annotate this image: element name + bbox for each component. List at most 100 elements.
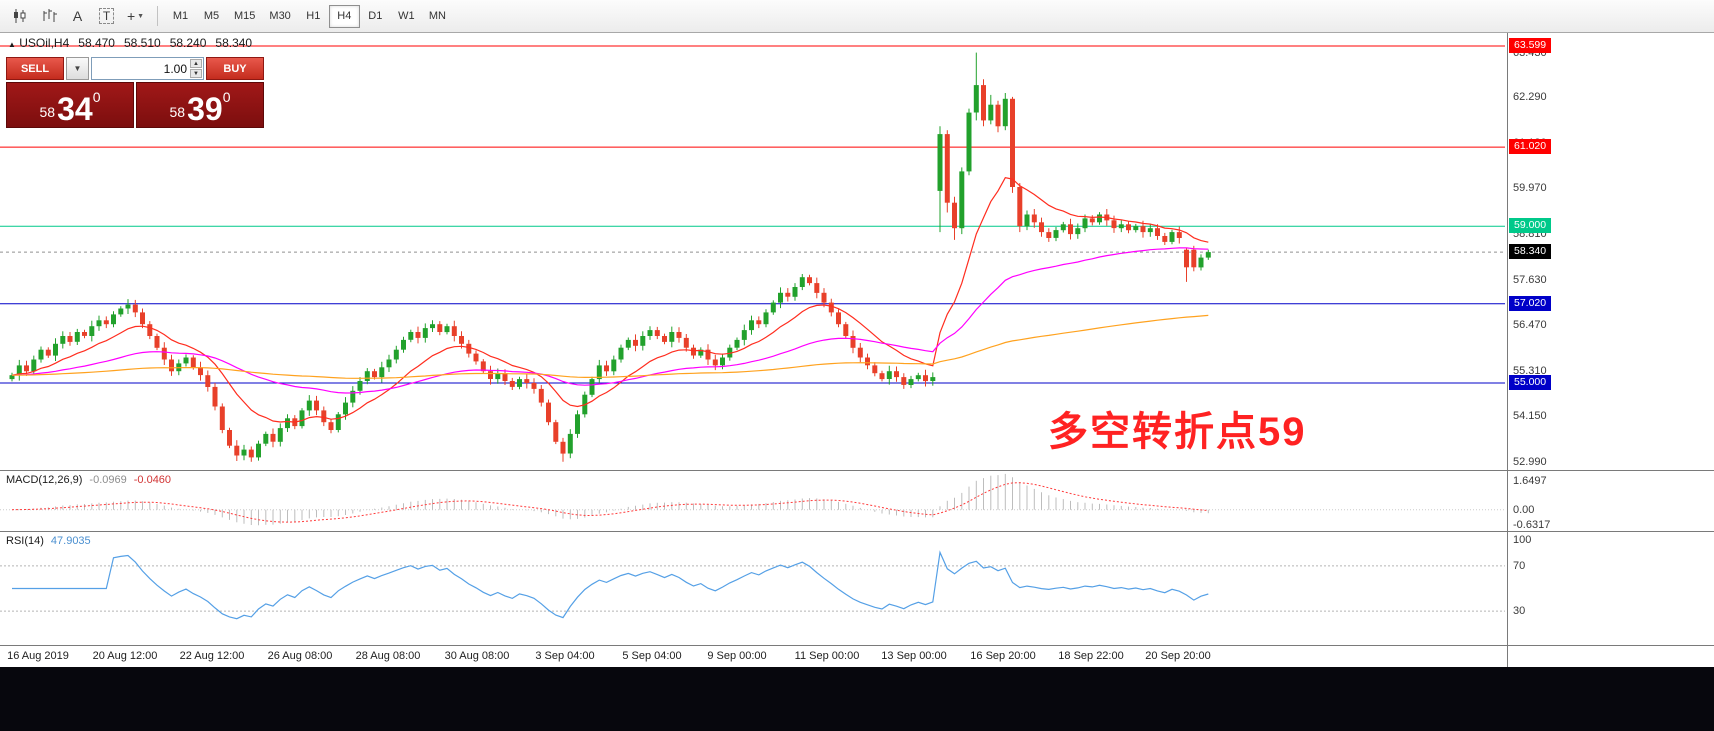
timeframe-button-h4[interactable]: H4	[328, 4, 360, 28]
candlestick-chart-icon[interactable]	[6, 4, 33, 29]
one-click-trading-widget: SELL ▼ ▲ ▼ BUY 58 34 0 58	[6, 57, 264, 128]
letter-t-glyph: T	[98, 8, 115, 24]
timeframe-button-d1[interactable]: D1	[360, 5, 391, 28]
time-axis-label: 26 Aug 08:00	[267, 650, 333, 662]
time-axis-label: 22 Aug 12:00	[179, 650, 245, 662]
indicator-axis-label: 1.6497	[1513, 475, 1547, 487]
indicator-axis-label: -0.6317	[1513, 519, 1551, 531]
text-annotation-icon[interactable]: A	[64, 4, 91, 29]
price-axis-label: 57.630	[1513, 273, 1547, 286]
macd-signal-value: -0.0460	[133, 474, 172, 486]
time-axis-label: 28 Aug 08:00	[355, 650, 421, 662]
macd-main-value: -0.0969	[89, 474, 127, 486]
price-axis-label: 59.970	[1513, 182, 1547, 195]
window-footer	[0, 667, 1714, 731]
toolbar: A T + ▼ M1 M5 M15 M30 H1 H4 D1 W1 MN	[0, 0, 1714, 33]
price-line-label: 63.599	[1509, 37, 1552, 53]
price-line-label: 55.000	[1509, 374, 1552, 390]
ohlc-high: 58.510	[123, 36, 161, 50]
time-axis-label: 30 Aug 08:00	[444, 650, 510, 662]
timeframe-button-m5[interactable]: M5	[196, 5, 227, 28]
current-price-label: 58.340	[1509, 244, 1552, 260]
time-axis-label: 3 Sep 04:00	[535, 650, 595, 662]
time-axis-label: 16 Aug 2019	[7, 650, 69, 662]
main-chart-panel: ▲ USOil,H4 58.470 58.510 58.240 58.340 S…	[0, 33, 1714, 470]
ohlc-low: 58.240	[169, 36, 207, 50]
time-axis-label: 5 Sep 04:00	[622, 650, 682, 662]
rsi-panel: RSI(14) 47.9035 100 70 30	[0, 531, 1714, 645]
volume-input-wrap: ▲ ▼	[91, 57, 204, 80]
timeframe-button-m30[interactable]: M30	[262, 5, 297, 28]
buy-button[interactable]: BUY	[206, 57, 264, 80]
timeframe-button-m15[interactable]: M15	[227, 5, 262, 28]
price-scale-separator	[1507, 33, 1508, 667]
chevron-down-icon: ▼	[137, 12, 145, 20]
rsi-name: RSI(14)	[6, 535, 44, 547]
price-line-label: 61.020	[1509, 139, 1552, 155]
timeframe-button-h1[interactable]: H1	[298, 5, 329, 28]
macd-name: MACD(12,26,9)	[6, 474, 83, 486]
letter-a-glyph: A	[72, 8, 83, 24]
buy-price-pips: 39	[187, 90, 223, 127]
indicator-axis-label: 0.00	[1513, 503, 1535, 516]
indicator-axis-label: 70	[1513, 559, 1526, 572]
rsi-value: 47.9035	[50, 535, 91, 547]
rsi-label: RSI(14) 47.9035	[6, 535, 91, 547]
macd-label: MACD(12,26,9) -0.0969 -0.0460	[6, 474, 171, 486]
volume-dropdown-button[interactable]: ▼	[66, 57, 89, 80]
symbol-marker-icon: ▲	[8, 40, 16, 49]
rsi-canvas[interactable]	[0, 532, 1714, 645]
sell-price-sup: 0	[92, 89, 101, 105]
price-chart-canvas[interactable]	[0, 33, 1714, 470]
bar-chart-icon[interactable]	[35, 4, 62, 29]
price-axis-label: 54.150	[1513, 410, 1547, 423]
symbol-title: ▲ USOil,H4	[8, 36, 69, 50]
buy-price-display[interactable]: 58 39 0	[136, 82, 264, 128]
toolbar-separator	[157, 6, 158, 26]
volume-spinners: ▲ ▼	[190, 59, 202, 78]
sell-price-display[interactable]: 58 34 0	[6, 82, 134, 128]
volume-input[interactable]	[91, 57, 204, 80]
macd-canvas[interactable]	[0, 471, 1714, 531]
price-line-label: 59.000	[1509, 218, 1552, 234]
bar-chart-glyph	[43, 9, 57, 22]
buy-price-sup: 0	[222, 89, 231, 105]
chart-annotation-text: 多空转折点59	[1048, 410, 1307, 454]
price-axis-label: 55.310	[1513, 364, 1547, 377]
time-axis-label: 20 Sep 20:00	[1145, 650, 1211, 662]
volume-decrease-button[interactable]: ▼	[190, 69, 202, 78]
time-axis-label: 20 Aug 12:00	[92, 650, 158, 662]
volume-increase-button[interactable]: ▲	[190, 59, 202, 68]
sell-button[interactable]: SELL	[6, 57, 64, 80]
timeframe-button-mn[interactable]: MN	[422, 5, 453, 28]
time-axis-label: 9 Sep 00:00	[707, 650, 767, 662]
price-axis-label: 52.990	[1513, 455, 1547, 468]
ohlc-open: 58.470	[78, 36, 115, 50]
indicator-axis-label: 100	[1513, 534, 1532, 546]
crosshair-glyph: +	[126, 8, 136, 24]
ohlc-close: 58.340	[215, 36, 253, 50]
price-axis-label: 62.290	[1513, 91, 1547, 104]
time-axis[interactable]: 16 Aug 2019 20 Aug 12:00 22 Aug 12:00 26 Au…	[0, 645, 1714, 667]
symbol-info: ▲ USOil,H4 58.470 58.510 58.240 58.340	[8, 36, 252, 50]
macd-panel: MACD(12,26,9) -0.0969 -0.0460 1.6497 0.00…	[0, 470, 1714, 531]
candlestick-glyph	[13, 9, 25, 23]
time-axis-label: 11 Sep 00:00	[794, 650, 860, 662]
sell-price-int: 58	[39, 104, 56, 120]
symbol-name: USOil,H4	[19, 36, 70, 50]
crosshair-icon[interactable]: + ▼	[122, 4, 149, 29]
trade-prices-row: 58 34 0 58 39 0	[6, 82, 264, 128]
text-box-icon[interactable]: T	[93, 4, 120, 29]
time-axis-label: 13 Sep 00:00	[881, 650, 947, 662]
price-axis-label: 56.470	[1513, 319, 1547, 332]
timeframe-button-m1[interactable]: M1	[165, 5, 196, 28]
sell-price-pips: 34	[57, 90, 93, 127]
indicator-axis-label: 30	[1513, 605, 1526, 618]
buy-price-int: 58	[169, 104, 186, 120]
timeframe-button-w1[interactable]: W1	[391, 5, 422, 28]
price-line-label: 57.020	[1509, 295, 1552, 311]
trade-controls-row: SELL ▼ ▲ ▼ BUY	[6, 57, 264, 80]
time-axis-label: 16 Sep 20:00	[970, 650, 1036, 662]
timeframe-group: M1 M5 M15 M30 H1 H4 D1 W1 MN	[165, 4, 453, 28]
time-axis-label: 18 Sep 22:00	[1058, 650, 1124, 662]
